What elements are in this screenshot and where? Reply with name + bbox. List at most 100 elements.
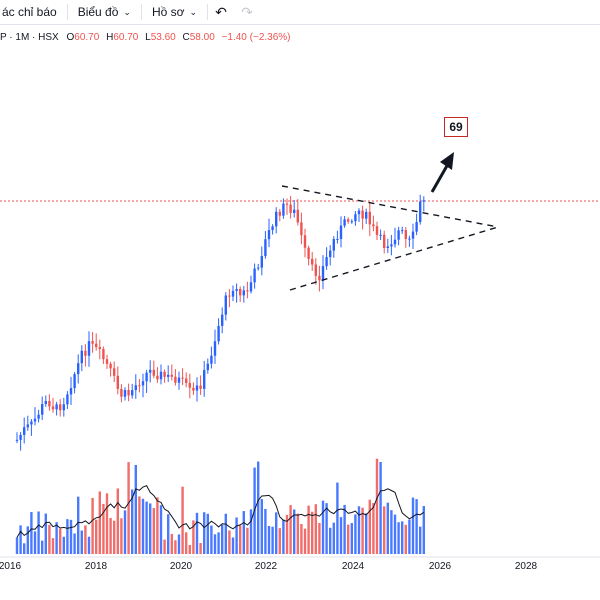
volume-bar [264, 508, 267, 554]
candle-body [357, 210, 361, 215]
candle-body [271, 226, 274, 231]
price-chart[interactable]: 2016 2018 2020 2022 2024 2026 2028 [0, 24, 600, 600]
undo-icon[interactable]: ↶ [215, 3, 227, 20]
x-tick-label: 2026 [429, 561, 452, 572]
volume-bar [51, 538, 55, 554]
volume-bar [372, 503, 375, 554]
volume-bar [33, 531, 37, 554]
volume-bar [339, 517, 343, 554]
volume-bar [87, 536, 91, 554]
candle-body [386, 246, 389, 248]
volume-bar [228, 530, 231, 554]
candle-body [91, 341, 94, 344]
candle-body [361, 210, 364, 219]
volume-bar [347, 524, 350, 554]
volume-bar [336, 482, 339, 554]
volume-bar [156, 497, 159, 554]
candle-body [257, 267, 260, 269]
candle-body [195, 385, 199, 391]
chevron-down-icon: ⌄ [189, 6, 198, 17]
close-label: C [182, 32, 190, 43]
volume-bar [192, 520, 195, 554]
volume-bar [203, 512, 206, 554]
volume-bar [293, 509, 296, 554]
candle-body [109, 363, 112, 369]
redo-icon[interactable]: ↷ [241, 3, 253, 20]
candle-body [397, 230, 400, 240]
candle-body [314, 264, 317, 276]
candle-body [383, 234, 386, 248]
candle-body [138, 385, 141, 387]
toolbar-divider [66, 4, 68, 20]
volume-bar [239, 525, 242, 554]
volume-bar [235, 517, 238, 554]
candle-body [98, 347, 101, 350]
volume-bar [365, 513, 368, 554]
candle-body [242, 290, 245, 296]
candle-body [293, 209, 296, 213]
volume-bar [213, 534, 217, 554]
volume-bar [278, 528, 281, 554]
candle-body [95, 343, 98, 348]
volume-bar [321, 500, 325, 554]
candle-body [188, 383, 191, 388]
volume-bar [325, 503, 328, 554]
volume-bar [149, 503, 152, 554]
low-label: L [145, 32, 151, 43]
candle-body [48, 400, 51, 407]
volume-bar [289, 505, 292, 554]
x-tick-label: 2028 [515, 561, 538, 572]
volume-bar [91, 497, 94, 554]
candle-body [278, 211, 281, 216]
profile-dropdown[interactable]: Hồ sơ ⌄ [142, 0, 207, 24]
candle-body [404, 230, 407, 239]
volume-bar [249, 509, 253, 554]
candle-body [350, 221, 353, 223]
volume-bar [134, 464, 137, 554]
volume-bar [123, 510, 127, 554]
candle-body [415, 222, 418, 232]
volume-bar [368, 499, 371, 554]
close-value: 58.00 [189, 32, 215, 43]
volume-bar [393, 514, 397, 554]
candle-body [311, 258, 314, 265]
volume-bar [19, 525, 22, 554]
chart-type-dropdown[interactable]: Biểu đồ ⌄ [68, 0, 141, 24]
volume-bar [30, 512, 33, 554]
candle-body [239, 288, 242, 296]
candle-body [145, 372, 148, 382]
volume-bar [257, 461, 260, 554]
volume-bar [422, 506, 425, 554]
volume-bar [41, 540, 44, 554]
indicators-button[interactable]: ác chỉ báo [0, 0, 67, 24]
candle-body [131, 390, 134, 396]
open-label: O [66, 32, 75, 43]
volume-bar [109, 517, 112, 554]
candle-body [26, 424, 29, 428]
volume-bar [44, 513, 47, 554]
volume-bar [185, 532, 188, 554]
volume-bar [105, 493, 109, 554]
volume-bar [357, 506, 361, 554]
volume-bar [242, 511, 245, 554]
toolbar-divider [140, 4, 142, 20]
candle-body [203, 370, 206, 389]
high-value: 60.70 [113, 32, 139, 43]
x-tick-label: 2018 [85, 561, 108, 572]
candle-body [347, 219, 350, 222]
candle-body [246, 290, 249, 292]
volume-bar [401, 521, 404, 554]
x-tick-label: 2024 [342, 561, 365, 572]
volume-bar [206, 513, 209, 554]
candle-body [15, 439, 19, 441]
candle-body [55, 404, 58, 410]
volume-bar [181, 486, 184, 554]
candle-body [123, 389, 127, 397]
volume-bar [390, 510, 393, 554]
candle-body [300, 222, 303, 236]
volume-bar [80, 530, 83, 554]
candle-body [343, 219, 346, 226]
volume-bar [66, 519, 69, 554]
candle-body [33, 418, 37, 422]
candle-body [332, 239, 335, 251]
